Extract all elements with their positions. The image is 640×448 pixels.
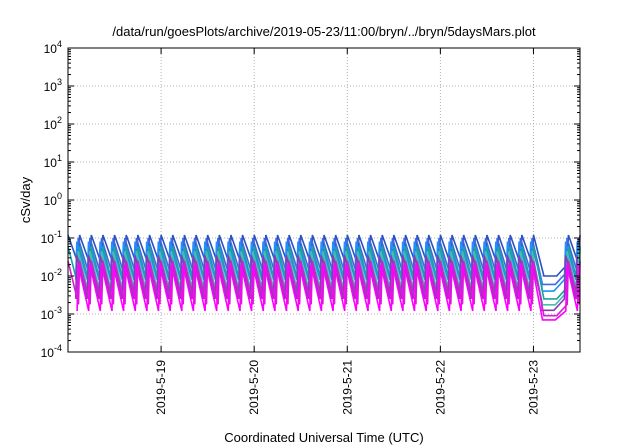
x-tick-label: 2019-5-20: [247, 360, 261, 415]
y-axis-label: cSv/day: [18, 176, 33, 223]
y-tick-label: 10-1: [41, 229, 62, 246]
y-tick-label: 104: [44, 39, 62, 56]
y-tick-label: 10-4: [41, 343, 62, 360]
y-tick-label: 103: [44, 77, 62, 94]
series-line: [74, 255, 578, 312]
series-line: [76, 264, 580, 321]
y-tick-label: 102: [44, 115, 62, 132]
y-axis: 10-4 10-3 10-2 10-1 100 101 102 103 104: [41, 39, 580, 360]
gridlines: [68, 48, 580, 352]
x-tick-label: 2019-5-19: [154, 360, 168, 415]
x-tick-label: 2019-5-22: [433, 360, 447, 415]
y-tick-label: 10-3: [41, 305, 62, 322]
x-axis: 2019-5-19 2019-5-20 2019-5-21 2019-5-22 2019…: [154, 48, 540, 415]
x-tick-label: 2019-5-23: [526, 360, 540, 415]
y-tick-label: 101: [44, 153, 62, 170]
series-line: [67, 260, 581, 317]
y-tick-label: 10-2: [41, 267, 62, 284]
chart-title: /data/run/goesPlots/archive/2019-05-23/1…: [112, 24, 536, 39]
x-axis-label: Coordinated Universal Time (UTC): [224, 430, 423, 445]
y-tick-label: 100: [44, 191, 62, 208]
x-tick-label: 2019-5-21: [340, 360, 354, 415]
series-group: [67, 234, 581, 321]
